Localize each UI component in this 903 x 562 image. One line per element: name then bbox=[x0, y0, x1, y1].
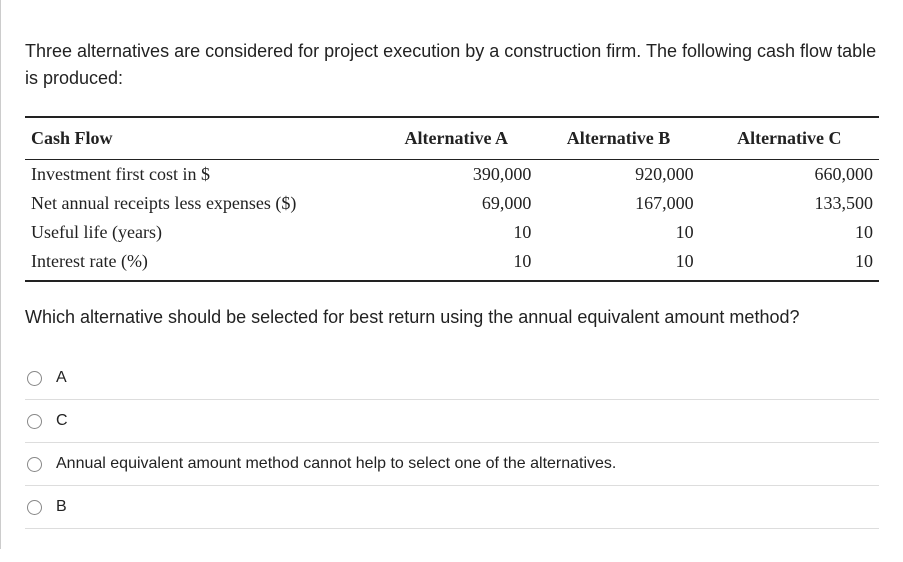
option-label: C bbox=[56, 412, 68, 430]
radio-icon bbox=[27, 371, 42, 386]
cell-a: 390,000 bbox=[375, 160, 537, 190]
cell-c: 10 bbox=[700, 218, 879, 247]
option-label: A bbox=[56, 369, 67, 387]
col-header-a: Alternative A bbox=[375, 117, 537, 160]
cell-a: 10 bbox=[375, 247, 537, 281]
row-label: Useful life (years) bbox=[25, 218, 375, 247]
col-header-b: Alternative B bbox=[537, 117, 699, 160]
question-text: Which alternative should be selected for… bbox=[25, 304, 879, 331]
option-none[interactable]: Annual equivalent amount method cannot h… bbox=[25, 443, 879, 486]
row-label: Interest rate (%) bbox=[25, 247, 375, 281]
col-header-label: Cash Flow bbox=[25, 117, 375, 160]
cell-a: 69,000 bbox=[375, 189, 537, 218]
table-row: Net annual receipts less expenses ($) 69… bbox=[25, 189, 879, 218]
cell-b: 10 bbox=[537, 247, 699, 281]
option-b[interactable]: B bbox=[25, 486, 879, 529]
table-row: Interest rate (%) 10 10 10 bbox=[25, 247, 879, 281]
cell-b: 167,000 bbox=[537, 189, 699, 218]
table-row: Useful life (years) 10 10 10 bbox=[25, 218, 879, 247]
cell-b: 920,000 bbox=[537, 160, 699, 190]
options-group: A C Annual equivalent amount method cann… bbox=[25, 357, 879, 529]
cashflow-table: Cash Flow Alternative A Alternative B Al… bbox=[25, 116, 879, 282]
cell-a: 10 bbox=[375, 218, 537, 247]
table-header-row: Cash Flow Alternative A Alternative B Al… bbox=[25, 117, 879, 160]
cell-c: 133,500 bbox=[700, 189, 879, 218]
cell-c: 10 bbox=[700, 247, 879, 281]
radio-icon bbox=[27, 500, 42, 515]
radio-icon bbox=[27, 457, 42, 472]
radio-icon bbox=[27, 414, 42, 429]
cell-b: 10 bbox=[537, 218, 699, 247]
row-label: Investment first cost in $ bbox=[25, 160, 375, 190]
col-header-c: Alternative C bbox=[700, 117, 879, 160]
option-label: Annual equivalent amount method cannot h… bbox=[56, 455, 616, 473]
option-c[interactable]: C bbox=[25, 400, 879, 443]
row-label: Net annual receipts less expenses ($) bbox=[25, 189, 375, 218]
table-row: Investment first cost in $ 390,000 920,0… bbox=[25, 160, 879, 190]
intro-text: Three alternatives are considered for pr… bbox=[25, 38, 879, 92]
option-a[interactable]: A bbox=[25, 357, 879, 400]
option-label: B bbox=[56, 498, 67, 516]
cell-c: 660,000 bbox=[700, 160, 879, 190]
